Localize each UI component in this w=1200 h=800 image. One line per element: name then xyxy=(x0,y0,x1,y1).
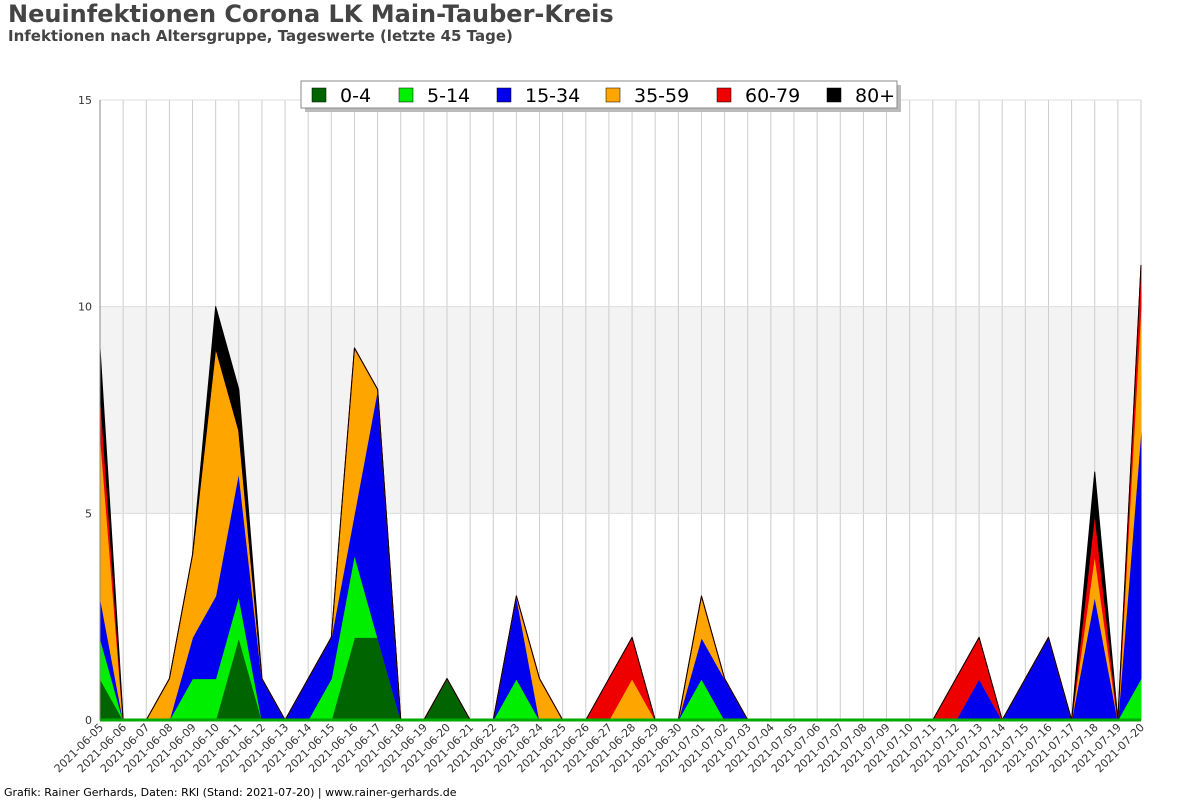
area-series-80+ xyxy=(99,264,1142,721)
legend-swatch xyxy=(496,87,512,103)
legend-label: 0-4 xyxy=(340,85,371,107)
y-tick-label: 15 xyxy=(78,94,92,107)
footer-credit: Grafik: Rainer Gerhards, Daten: RKI (Sta… xyxy=(4,786,457,799)
y-tick-label: 0 xyxy=(85,714,92,727)
y-tick-label: 10 xyxy=(78,301,92,314)
legend-label: 60-79 xyxy=(745,85,800,107)
legend-box xyxy=(300,80,898,109)
y-tick-label: 5 xyxy=(85,507,92,520)
legend-swatch xyxy=(826,87,842,103)
legend-swatch xyxy=(605,87,621,103)
legend-label: 15-34 xyxy=(525,85,580,107)
legend-swatch xyxy=(716,87,732,103)
legend-label: 5-14 xyxy=(427,85,470,107)
chart-subtitle: Infektionen nach Altersgruppe, Tageswert… xyxy=(8,27,513,45)
chart-title: Neuinfektionen Corona LK Main-Tauber-Kre… xyxy=(8,0,614,28)
legend-label: 35-59 xyxy=(634,85,689,107)
legend-swatch xyxy=(398,87,414,103)
background-band xyxy=(100,306,1141,514)
legend-swatch xyxy=(311,87,327,103)
legend-label: 80+ xyxy=(855,85,895,107)
